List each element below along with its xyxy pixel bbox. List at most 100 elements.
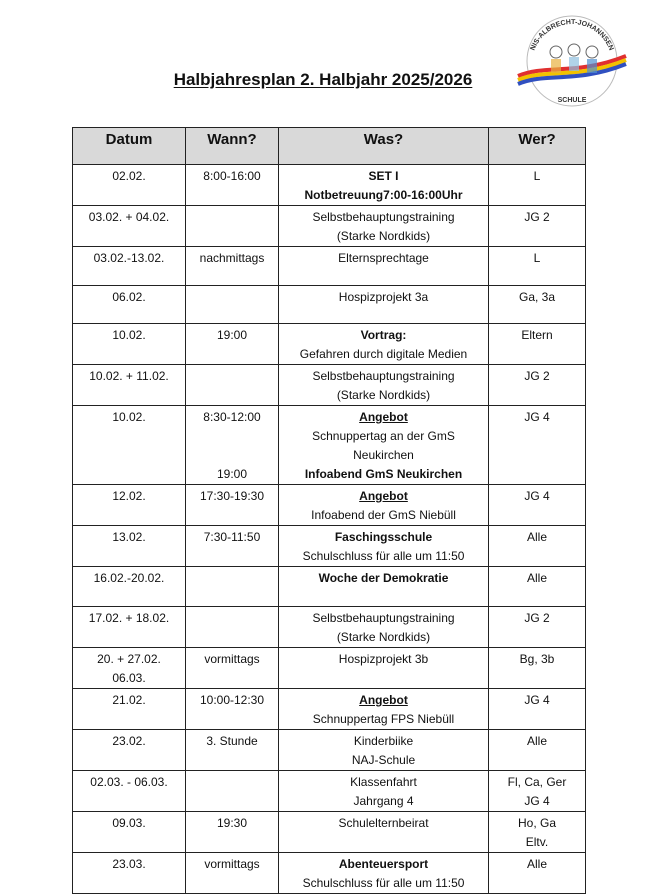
cell-line: JG 4: [524, 794, 550, 808]
cell-line: Hospizprojekt 3a: [338, 290, 429, 304]
cell-line: Ga, 3a: [518, 290, 556, 304]
cell-wann: [185, 364, 279, 406]
cell-line: Alle: [526, 571, 547, 585]
table-row: 02.02. 8:00-16:00 SET I Notbetreuung7:00-16…: [72, 164, 586, 206]
cell-line: [188, 569, 276, 588]
cell-datum: 21.02.: [72, 688, 186, 730]
cell-line: (Starke Nordkids): [336, 388, 431, 402]
cell-line: Fl, Ca, Ger: [507, 775, 567, 789]
cell-line: Schulelternbeirat: [338, 816, 429, 830]
cell-line: Infoabend der GmS Niebüll: [311, 508, 456, 522]
cell-wann: [185, 770, 279, 812]
cell-wer: JG 4: [488, 484, 586, 526]
cell-line: L: [533, 251, 541, 265]
cell-wer: Ho, Ga Eltv.: [488, 811, 586, 853]
cell-was: Selbstbehauptungstraining (Starke Nordkid…: [278, 205, 489, 247]
cell-line: 17:30-19:30: [199, 489, 265, 503]
cell-line: Eltv.: [525, 835, 549, 849]
cell-datum: 03.02.-13.02.: [72, 246, 186, 286]
cell-line: 06.02.: [112, 290, 146, 304]
cell-line: Alle: [526, 857, 547, 871]
cell-wer: Alle: [488, 525, 586, 567]
cell-line: vormittags: [204, 857, 260, 871]
cell-line: 23.03.: [112, 857, 146, 871]
cell-was: Hospizprojekt 3b: [278, 647, 489, 689]
cell-line: L: [533, 169, 541, 183]
cell-line: Schulschluss für alle um 11:50: [302, 549, 465, 563]
cell-line: Klassenfahrt: [350, 775, 417, 789]
cell-datum: 10.02.: [72, 323, 186, 365]
cell-line: Schulschluss für alle um 11:50: [302, 876, 465, 890]
table-row: 03.02. + 04.02. Selbstbehauptungstraining…: [72, 205, 586, 247]
cell-line: 02.03. - 06.03.: [90, 775, 168, 789]
cell-wann: 8:30-12:00 19:00: [185, 405, 279, 485]
cell-line: Elternsprechtage: [338, 251, 429, 265]
cell-line: Alle: [526, 734, 547, 748]
table-row: 09.03. 19:30 Schulelternbeirat Ho, Ga Eltv.: [72, 811, 586, 853]
cell-line: 17.02. + 18.02.: [88, 611, 170, 625]
cell-line: [188, 288, 276, 307]
table-row: 10.02. + 11.02. Selbstbehauptungstraining…: [72, 364, 586, 406]
cell-datum: 02.03. - 06.03.: [72, 770, 186, 812]
cell-line: 10:00-12:30: [199, 693, 265, 707]
cell-line: Hospizprojekt 3b: [338, 652, 429, 666]
cell-was: Selbstbehauptungstraining (Starke Nordkid…: [278, 606, 489, 648]
table-row: 23.02. 3. Stunde Kinderbiike NAJ-Schule Alle: [72, 729, 586, 771]
table-row: 20. + 27.02. 06.03. vormittags Hospizprojek…: [72, 647, 586, 689]
cell-wann: 19:00: [185, 323, 279, 365]
header-was: Was?: [278, 127, 489, 165]
cell-line: 19:30: [216, 816, 248, 830]
cell-was: Klassenfahrt Jahrgang 4: [278, 770, 489, 812]
cell-line: Alle: [526, 530, 547, 544]
cell-wer: L: [488, 164, 586, 206]
cell-line: 3. Stunde: [206, 734, 258, 748]
cell-line: 21.02.: [112, 693, 146, 707]
cell-wann: 8:00-16:00: [185, 164, 279, 206]
cell-wann: 3. Stunde: [185, 729, 279, 771]
cell-was: Abenteuersport Schulschluss für alle um 1…: [278, 852, 489, 894]
cell-line: 06.03.: [112, 671, 146, 685]
cell-wann: [185, 566, 279, 607]
table-row: 10.02. 8:30-12:00 19:00 Angebot Schnuppertag…: [72, 405, 586, 485]
cell-wann: [185, 606, 279, 648]
header-wer: Wer?: [488, 127, 586, 165]
cell-line: Angebot: [359, 410, 408, 424]
cell-line: 7:30-11:50: [203, 530, 261, 544]
cell-line: [188, 446, 276, 465]
cell-datum: 20. + 27.02. 06.03.: [72, 647, 186, 689]
cell-line: Notbetreuung7:00-16:00Uhr: [304, 188, 463, 202]
table-row: 21.02. 10:00-12:30 Angebot Schnuppertag FPS…: [72, 688, 586, 730]
cell-was: Selbstbehauptungstraining (Starke Nordkid…: [278, 364, 489, 406]
table-row: 17.02. + 18.02. Selbstbehauptungstraining…: [72, 606, 586, 648]
table-row: 12.02. 17:30-19:30 Angebot Infoabend der Gm…: [72, 484, 586, 526]
cell-line: 20. + 27.02.: [97, 652, 161, 666]
cell-line: Angebot: [359, 489, 408, 503]
cell-datum: 23.02.: [72, 729, 186, 771]
cell-was: Elternsprechtage: [278, 246, 489, 286]
cell-line: 19:00: [216, 328, 248, 342]
cell-line: [188, 208, 276, 227]
cell-line: Vortrag:: [360, 328, 407, 342]
cell-line: JG 2: [524, 611, 550, 625]
svg-text:SCHULE: SCHULE: [558, 97, 587, 104]
cell-line: Angebot: [359, 693, 408, 707]
cell-line: Woche der Demokratie: [318, 571, 449, 585]
cell-datum: 02.02.: [72, 164, 186, 206]
cell-was: Schulelternbeirat: [278, 811, 489, 853]
cell-was: Hospizprojekt 3a: [278, 285, 489, 324]
cell-line: (Starke Nordkids): [336, 229, 431, 243]
cell-was: Vortrag: Gefahren durch digitale Medien: [278, 323, 489, 365]
cell-wer: Alle: [488, 852, 586, 894]
cell-wer: JG 2: [488, 606, 586, 648]
cell-line: 8:00-16:00: [203, 169, 261, 183]
cell-line: Infoabend GmS Neukirchen: [304, 467, 463, 481]
cell-was: Angebot Schnuppertag FPS Niebüll: [278, 688, 489, 730]
cell-line: Gefahren durch digitale Medien: [299, 347, 468, 361]
cell-wann: vormittags: [185, 852, 279, 894]
cell-datum: 16.02.-20.02.: [72, 566, 186, 607]
cell-line: [188, 773, 276, 792]
cell-datum: 17.02. + 18.02.: [72, 606, 186, 648]
cell-line: 10.02.: [112, 410, 146, 424]
cell-was: Faschingsschule Schulschluss für alle um …: [278, 525, 489, 567]
cell-wer: Fl, Ca, Ger JG 4: [488, 770, 586, 812]
